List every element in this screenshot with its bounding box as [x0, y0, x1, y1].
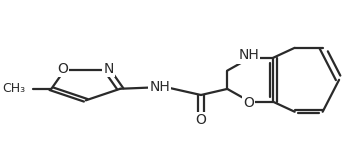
Text: NH: NH — [150, 80, 170, 94]
Text: O: O — [195, 113, 206, 127]
Text: O: O — [57, 62, 68, 75]
Text: NH: NH — [238, 48, 259, 62]
Text: O: O — [243, 96, 254, 110]
Text: CH₃: CH₃ — [2, 82, 25, 95]
Text: N: N — [103, 62, 114, 75]
